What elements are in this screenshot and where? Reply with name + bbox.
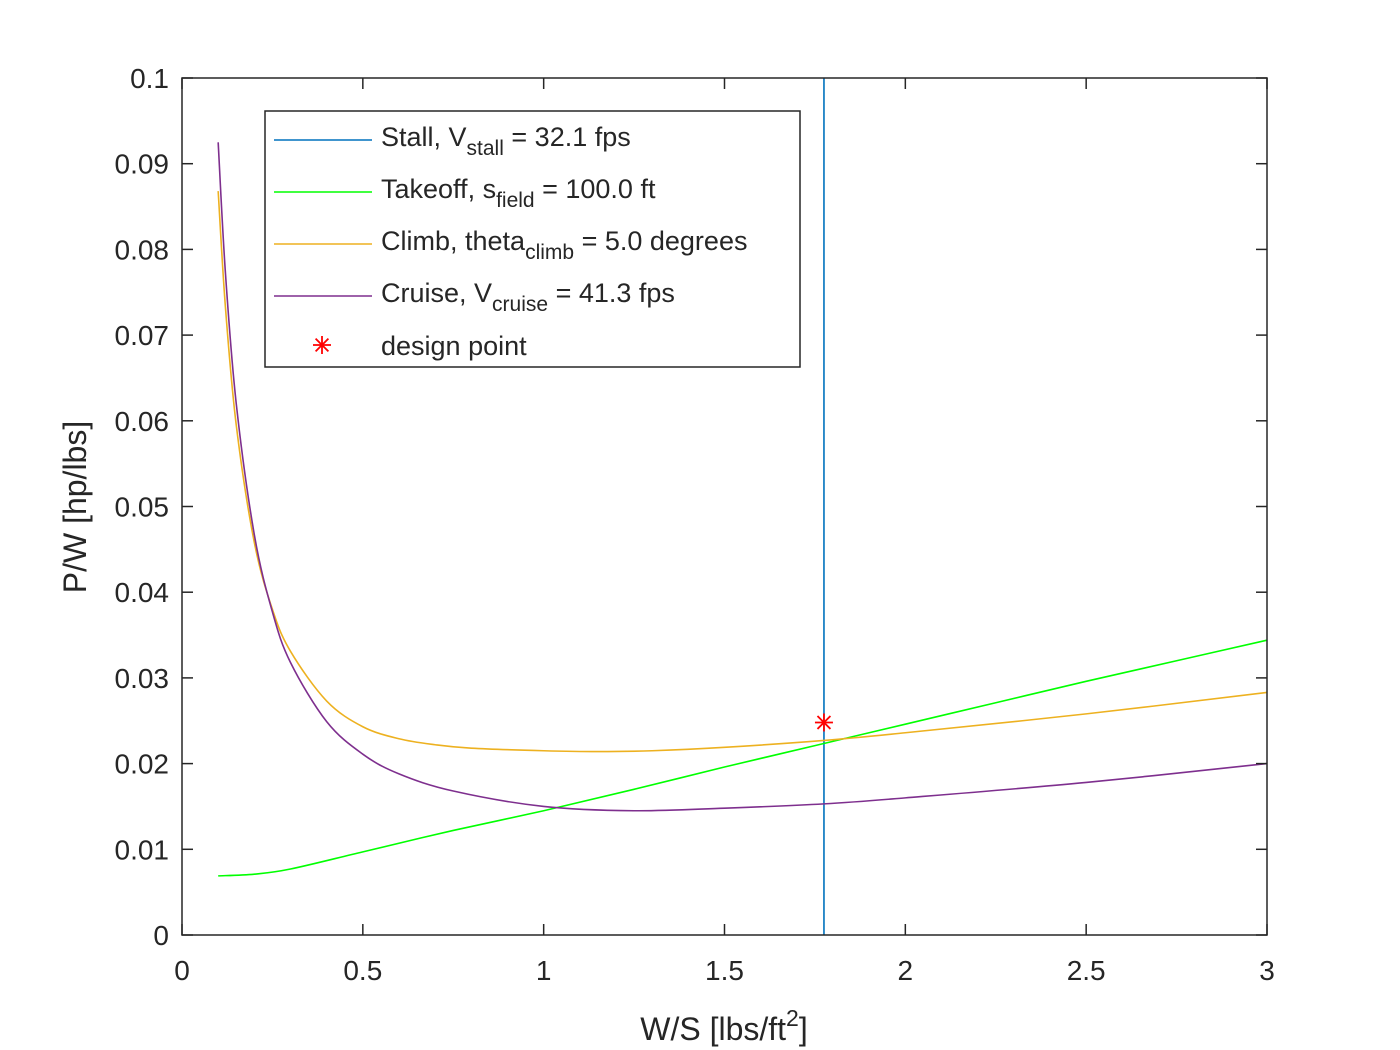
x-tick-label: 0.5 — [343, 955, 382, 986]
y-tick-label: 0.01 — [115, 834, 170, 865]
y-tick-label: 0.02 — [115, 749, 170, 780]
legend-label-design-point: design point — [381, 331, 527, 361]
y-tick-label: 0.04 — [115, 577, 170, 608]
y-tick-label: 0 — [153, 920, 169, 951]
legend: Stall, Vstall = 32.1 fps Takeoff, sfield… — [264, 110, 801, 368]
x-tick-label: 3 — [1259, 955, 1275, 986]
series-line-climb — [217, 191, 1268, 753]
legend-marker-design-point — [313, 336, 331, 354]
series-line-takeoff — [218, 639, 1268, 877]
legend-label-cruise: Cruise, Vcruise = 41.3 fps — [381, 278, 675, 316]
series-line-cruise — [217, 142, 1268, 812]
x-tick-label: 2.5 — [1067, 955, 1106, 986]
design-point-marker — [814, 713, 833, 732]
y-tick-label: 0.09 — [115, 149, 170, 180]
y-tick-label: 0.05 — [115, 492, 170, 523]
x-tick-label: 2 — [898, 955, 914, 986]
legend-label-stall: Stall, Vstall = 32.1 fps — [381, 122, 631, 160]
y-tick-label: 0.07 — [115, 320, 170, 351]
legend-label-climb: Climb, thetaclimb = 5.0 degrees — [381, 226, 747, 264]
legend-box — [264, 110, 801, 368]
y-tick-label: 0.03 — [115, 663, 170, 694]
legend-label-takeoff: Takeoff, sfield = 100.0 ft — [381, 174, 656, 212]
x-tick-label: 1.5 — [705, 955, 744, 986]
x-tick-label: 1 — [536, 955, 552, 986]
series-layer — [217, 78, 1268, 935]
axes-layer: 0 0.5 1 1.5 2 2.5 3 0 0.01 0.02 0.03 0.04 0.05 0.06 0.… — [115, 63, 1275, 986]
y-axis-label: P/W [hp/lbs] — [57, 421, 93, 594]
y-tick-label: 0.06 — [115, 406, 170, 437]
x-axis-label: W/S [lbs/ft2] — [640, 1005, 807, 1047]
y-tick-label: 0.1 — [130, 63, 169, 94]
y-tick-label: 0.08 — [115, 234, 170, 265]
x-tick-label: 0 — [174, 955, 190, 986]
